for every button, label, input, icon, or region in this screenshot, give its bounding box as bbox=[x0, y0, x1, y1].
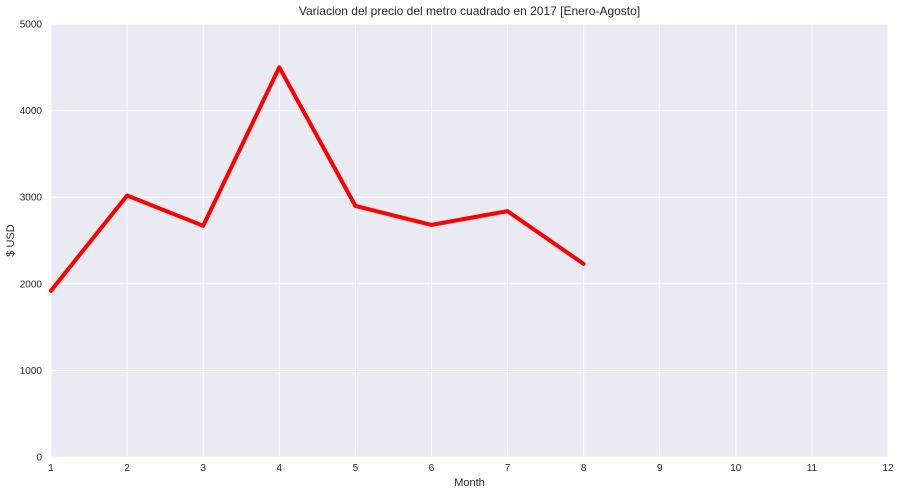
x-tick-label: 3 bbox=[200, 463, 206, 474]
y-tick-label: 5000 bbox=[20, 20, 43, 31]
x-axis-label: Month bbox=[454, 477, 485, 489]
x-tick-label: 11 bbox=[807, 463, 818, 474]
series-line bbox=[49, 65, 586, 293]
y-tick-label: 2000 bbox=[20, 279, 43, 290]
x-tick-label: 6 bbox=[429, 463, 435, 474]
x-tick-label: 2 bbox=[124, 463, 130, 474]
series-lines bbox=[49, 65, 586, 293]
x-tick-label: 12 bbox=[882, 463, 894, 474]
x-tick-label: 5 bbox=[353, 463, 359, 474]
grid-lines bbox=[50, 23, 889, 458]
x-tick-label: 9 bbox=[657, 463, 663, 474]
y-tick-label: 1000 bbox=[20, 366, 43, 377]
y-axis-ticks: 0 1000 2000 3000 4000 5000 bbox=[20, 20, 43, 464]
y-tick-label: 3000 bbox=[20, 193, 43, 204]
chart-title: Variacion del precio del metro cuadrado … bbox=[299, 4, 640, 18]
y-tick-label: 0 bbox=[36, 453, 42, 464]
x-tick-label: 1 bbox=[48, 463, 54, 474]
y-tick-label: 4000 bbox=[20, 106, 43, 117]
x-tick-label: 8 bbox=[581, 463, 587, 474]
x-tick-label: 10 bbox=[730, 463, 742, 474]
x-tick-label: 4 bbox=[276, 463, 282, 474]
x-tick-label: 7 bbox=[505, 463, 511, 474]
plot-background bbox=[51, 24, 888, 457]
x-axis-ticks: 1 2 3 4 5 6 7 8 9 10 11 12 bbox=[48, 463, 894, 474]
y-axis-label: $ USD bbox=[5, 224, 17, 256]
